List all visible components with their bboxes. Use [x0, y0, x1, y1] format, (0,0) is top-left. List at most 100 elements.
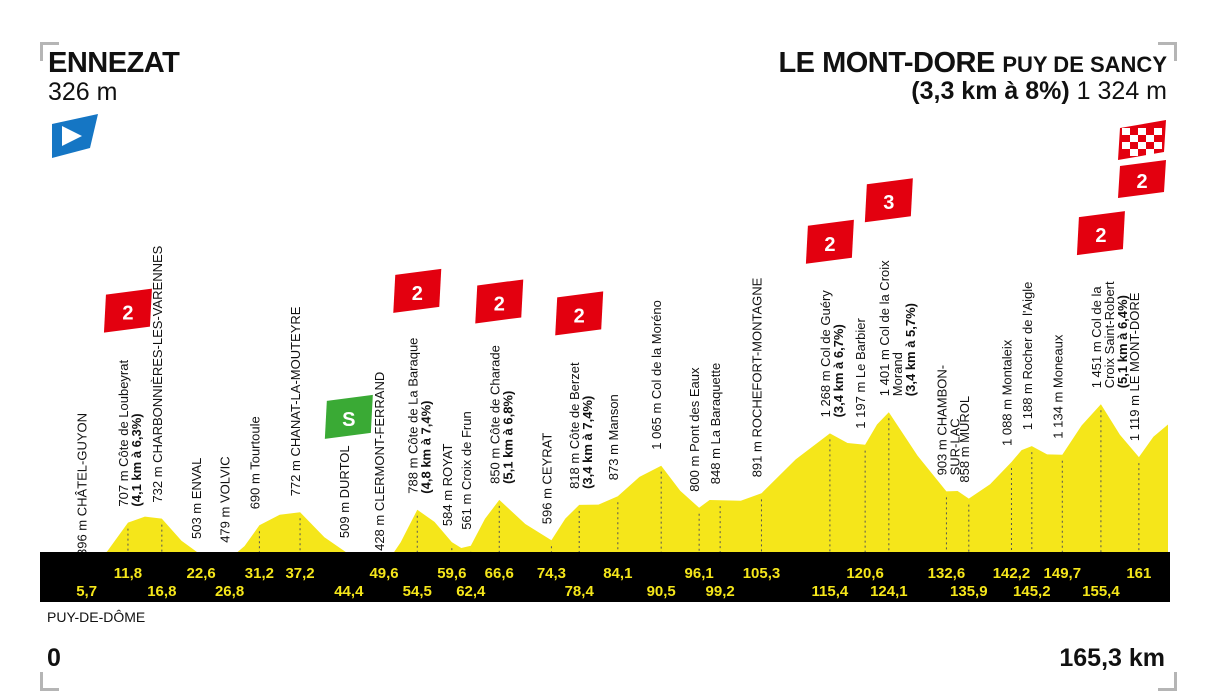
- waypoint-label: 561 m Croix de Frun: [459, 411, 474, 530]
- waypoint-label: 479 m VOLVIC: [218, 456, 233, 542]
- waypoint-label: 1 088 m Montaleix: [1000, 339, 1015, 446]
- finish-header: LE MONT-DORE PUY DE SANCY (3,3 km à 8%) …: [778, 47, 1167, 106]
- km-marker-upper: 132,6: [928, 565, 966, 582]
- frame-corner-top-right: [1158, 42, 1177, 61]
- km-marker-upper: 31,2: [245, 565, 274, 582]
- waypoint-label: 1 401 m Col de la Croix: [877, 260, 892, 396]
- km-marker-upper: 161: [1126, 565, 1151, 582]
- finish-flag-square: [1154, 128, 1162, 135]
- waypoint-label: 873 m Manson: [606, 394, 621, 480]
- finish-flag-square: [1122, 128, 1130, 135]
- waypoint-climb-info: (4,8 km à 7,4%): [418, 400, 433, 493]
- frame-corner-bottom-right: [1158, 672, 1177, 691]
- waypoint-label: 584 m ROYAT: [440, 443, 455, 526]
- waypoint-label: 1 119 m LE MONT-DORE: [1127, 292, 1142, 441]
- waypoint-climb-info: (5,1 km à 6,4%): [1115, 295, 1130, 388]
- waypoint-label-line2: Morand: [890, 352, 905, 396]
- finish-climb-badge: [1118, 160, 1166, 198]
- finish-flag-square: [1130, 135, 1138, 142]
- finish-details: (3,3 km à 8%) 1 324 m: [778, 77, 1167, 106]
- waypoint-label: 850 m Côte de Charade: [487, 345, 502, 484]
- waypoint-climb-info: (5,1 km à 6,8%): [500, 391, 515, 484]
- waypoint-label: 503 m ENVAL: [189, 458, 204, 539]
- waypoint-label: 903 m CHAMBON-: [934, 365, 949, 476]
- waypoint-label: 509 m DURTOL: [337, 445, 352, 538]
- km-marker-upper: 11,8: [114, 565, 142, 582]
- waypoint-label: 396 m CHÂTEL-GUYON: [75, 413, 90, 556]
- km-marker-upper: 142,2: [993, 565, 1031, 582]
- waypoint-label: 800 m Pont des Eaux: [687, 367, 702, 492]
- waypoint-label: 788 m Côte de La Baraque: [405, 338, 420, 494]
- waypoint-label: 848 m La Baraquette: [708, 363, 723, 484]
- climb-category-number: 2: [412, 283, 423, 305]
- waypoint-label-line2: SUR-LAC: [947, 418, 962, 475]
- km-marker-lower: 135,9: [950, 583, 988, 600]
- climb-category-badge: [864, 178, 913, 223]
- km-marker-upper: 74,3: [537, 565, 566, 582]
- climb-category-badge: [475, 279, 524, 324]
- climb-category-badge: [805, 219, 854, 264]
- km-marker-lower: 26,8: [215, 583, 244, 600]
- frame-corner-top-left: [40, 42, 59, 61]
- frame-corner-bottom-left: [40, 672, 59, 691]
- waypoint-label: 891 m ROCHEFORT-MONTAGNE: [750, 277, 765, 477]
- km-marker-upper: 22,6: [187, 565, 216, 582]
- waypoint-climb-info: (4,1 km à 6,3%): [129, 413, 144, 506]
- finish-title: LE MONT-DORE PUY DE SANCY: [778, 47, 1167, 80]
- finish-flag-square: [1130, 149, 1138, 156]
- km-marker-lower: 124,1: [870, 583, 908, 600]
- waypoint-label-line2: Croix Saint-Robert: [1102, 281, 1117, 388]
- climb-category-badge: [393, 268, 442, 313]
- climb-category-number: 2: [494, 293, 505, 315]
- finish-flag-square: [1138, 142, 1146, 149]
- finish-flag-icon: [1118, 120, 1166, 160]
- waypoint-climb-info: (3,4 km à 6,7%): [831, 324, 846, 417]
- km-marker-lower: 115,4: [812, 583, 849, 600]
- finish-climb-number: 2: [1136, 171, 1147, 193]
- region-label: PUY-DE-DÔME: [47, 609, 146, 625]
- waypoint-label: 772 m CHANAT-LA-MOUTEYRE: [288, 306, 303, 496]
- waypoint-label: 818 m Côte de Berzet: [567, 362, 582, 489]
- km-marker-upper: 149,7: [1044, 565, 1082, 582]
- finish-altitude: 1 324 m: [1076, 77, 1167, 105]
- sprint-badge: [324, 394, 373, 439]
- waypoint-label: 1 268 m Col de Guéry: [818, 290, 833, 418]
- km-marker-upper: 120,6: [846, 565, 884, 582]
- km-marker-upper: 66,6: [485, 565, 514, 582]
- km-marker-upper: 105,3: [743, 565, 781, 582]
- km-marker-upper: 37,2: [285, 565, 314, 582]
- km-marker-lower: 16,8: [147, 583, 176, 600]
- finish-flag-square: [1146, 149, 1154, 156]
- km-marker-lower: 5,7: [76, 583, 97, 600]
- waypoint-label: 1 065 m Col de la Moréno: [649, 300, 664, 450]
- km-marker-upper: 59,6: [437, 565, 466, 582]
- km-marker-upper: 49,6: [369, 565, 398, 582]
- km-end-label: 165,3 km: [1059, 644, 1165, 672]
- waypoint-label: 1 451 m Col de la: [1089, 286, 1104, 389]
- km-marker-upper: 84,1: [603, 565, 632, 582]
- finish-flag-square: [1146, 135, 1154, 142]
- waypoint-climb-info: (3,4 km à 5,7%): [903, 303, 918, 396]
- profile-area: [48, 404, 1168, 584]
- finish-flag-square: [1138, 128, 1146, 135]
- km-marker-lower: 155,4: [1082, 583, 1120, 600]
- climb-category-badge: [555, 291, 604, 336]
- km-marker-lower: 145,2: [1013, 583, 1051, 600]
- km-marker-lower: 78,4: [565, 583, 595, 600]
- climb-category-number: 2: [122, 303, 133, 325]
- km-marker-upper: 96,1: [685, 565, 714, 582]
- waypoint-label: 732 m CHARBONNIÈRES-LES-VARENNES: [150, 245, 165, 502]
- km-marker-lower: 44,4: [334, 583, 364, 600]
- waypoint-label: 596 m CEYRAT: [539, 433, 554, 525]
- waypoint-label: 690 m Tourtoule: [247, 416, 262, 509]
- km-marker-lower: 62,4: [456, 583, 486, 600]
- climb-category-number: 2: [1095, 225, 1106, 247]
- km-band: [40, 552, 1170, 602]
- start-altitude: 326 m: [48, 78, 118, 106]
- km-marker-lower: 99,2: [706, 583, 735, 600]
- waypoint-label: 1 197 m Le Barbier: [853, 317, 868, 428]
- waypoint-label: 707 m Côte de Loubeyrat: [116, 360, 131, 507]
- finish-climb-info: (3,3 km à 8%): [911, 77, 1070, 105]
- sprint-letter: S: [342, 409, 355, 431]
- finish-flag-square: [1154, 142, 1162, 149]
